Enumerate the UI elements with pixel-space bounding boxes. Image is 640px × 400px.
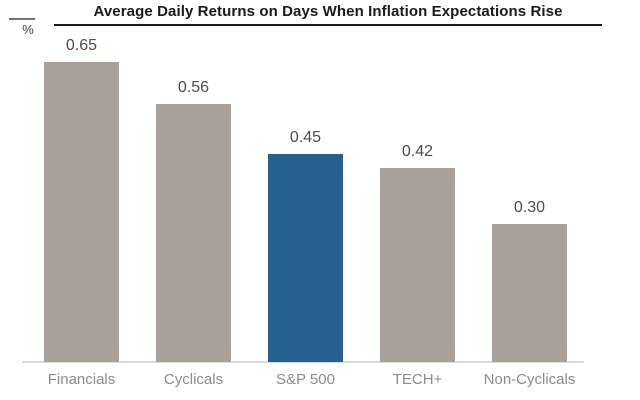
bar-value-label: 0.42 (401, 143, 434, 160)
bar-financials (44, 62, 119, 362)
y-axis-unit-label: % (22, 22, 34, 37)
bar-value-label: 0.30 (513, 199, 546, 216)
category-label: Financials (47, 371, 116, 388)
bar-non-cyclicals (492, 224, 567, 362)
category-label: TECH+ (392, 371, 443, 388)
bar-value-label: 0.45 (289, 129, 322, 146)
category-label: S&P 500 (276, 371, 335, 388)
bar-cyclicals (156, 104, 231, 362)
bar-value-label: 0.56 (177, 79, 210, 96)
bar-tech- (380, 168, 455, 362)
bar-s-p-500 (268, 154, 343, 362)
bar-value-label: 0.65 (65, 37, 98, 54)
chart-title: Average Daily Returns on Days When Infla… (54, 3, 602, 26)
category-label: Non-Cyclicals (483, 371, 576, 388)
axis-tick-dash (9, 18, 35, 20)
x-axis-baseline (22, 361, 584, 363)
category-label: Cyclicals (163, 371, 224, 388)
